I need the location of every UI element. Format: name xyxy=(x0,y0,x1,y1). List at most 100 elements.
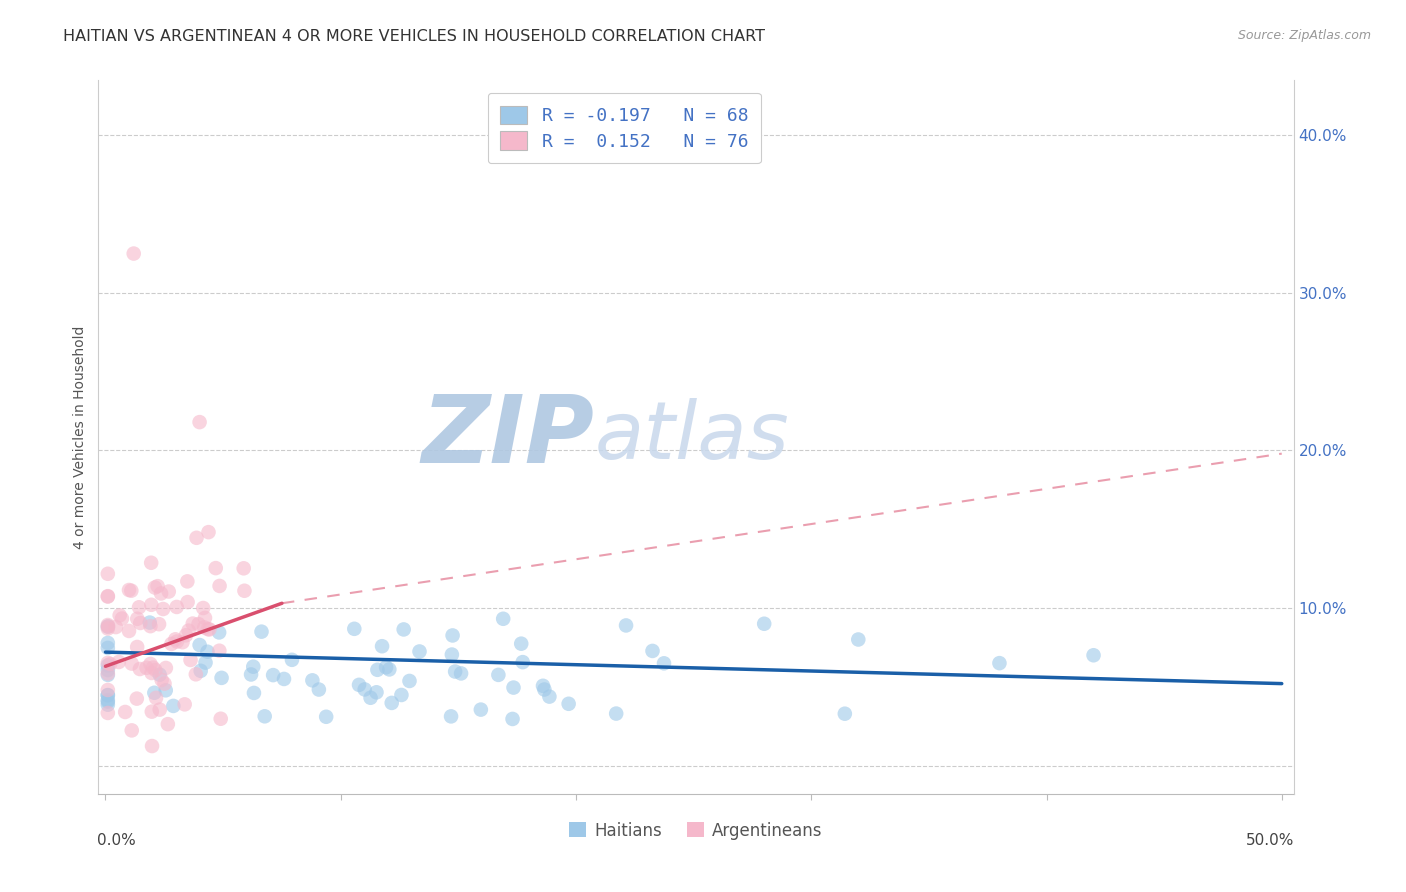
Point xyxy=(129,615,152,630)
Point xyxy=(641,644,664,658)
Point xyxy=(208,644,231,658)
Point xyxy=(97,693,120,707)
Point xyxy=(193,620,215,634)
Point xyxy=(139,657,162,671)
Text: ZIP: ZIP xyxy=(422,391,595,483)
Point xyxy=(150,586,173,600)
Point xyxy=(141,705,163,719)
Point xyxy=(557,697,579,711)
Point xyxy=(141,598,163,612)
Point xyxy=(988,656,1011,670)
Point xyxy=(198,623,221,637)
Point xyxy=(97,656,120,670)
Point xyxy=(155,661,177,675)
Point xyxy=(233,583,256,598)
Point xyxy=(253,709,276,723)
Point xyxy=(157,584,180,599)
Point xyxy=(502,712,524,726)
Point xyxy=(145,663,167,677)
Point xyxy=(97,688,120,702)
Point xyxy=(398,673,420,688)
Point xyxy=(146,579,169,593)
Point xyxy=(190,664,212,678)
Point xyxy=(135,661,157,675)
Point xyxy=(97,636,120,650)
Point xyxy=(194,611,217,625)
Text: HAITIAN VS ARGENTINEAN 4 OR MORE VEHICLES IN HOUSEHOLD CORRELATION CHART: HAITIAN VS ARGENTINEAN 4 OR MORE VEHICLE… xyxy=(63,29,765,44)
Point xyxy=(114,705,136,719)
Text: Source: ZipAtlas.com: Source: ZipAtlas.com xyxy=(1237,29,1371,42)
Point xyxy=(160,637,183,651)
Point xyxy=(128,662,150,676)
Point xyxy=(378,662,401,676)
Point xyxy=(614,618,637,632)
Point xyxy=(97,658,120,673)
Point xyxy=(450,666,472,681)
Point xyxy=(186,531,208,545)
Point xyxy=(243,686,266,700)
Point xyxy=(605,706,627,721)
Point xyxy=(97,566,120,581)
Point xyxy=(176,595,198,609)
Point xyxy=(145,690,167,705)
Point xyxy=(652,657,675,671)
Point xyxy=(108,655,131,669)
Point xyxy=(204,561,226,575)
Point xyxy=(143,686,166,700)
Point xyxy=(492,612,515,626)
Point xyxy=(173,698,195,712)
Point xyxy=(142,660,165,674)
Point xyxy=(118,582,141,597)
Text: 0.0%: 0.0% xyxy=(97,833,136,848)
Point xyxy=(440,709,463,723)
Point xyxy=(531,679,554,693)
Point xyxy=(308,682,330,697)
Point xyxy=(834,706,856,721)
Point xyxy=(211,671,233,685)
Point xyxy=(440,648,463,662)
Point xyxy=(188,638,211,652)
Point xyxy=(510,637,533,651)
Point xyxy=(366,685,388,699)
Point xyxy=(197,645,219,659)
Point xyxy=(273,672,295,686)
Point xyxy=(139,619,162,633)
Point xyxy=(441,628,464,642)
Point xyxy=(104,620,127,634)
Point xyxy=(502,681,524,695)
Point xyxy=(153,676,176,690)
Point xyxy=(347,678,370,692)
Point xyxy=(121,723,143,738)
Point xyxy=(127,640,149,654)
Point xyxy=(538,690,561,704)
Point xyxy=(141,556,163,570)
Point xyxy=(343,622,366,636)
Point xyxy=(97,688,120,702)
Point xyxy=(754,616,776,631)
Point xyxy=(127,612,149,626)
Point xyxy=(262,668,284,682)
Point xyxy=(166,599,188,614)
Point xyxy=(194,656,217,670)
Y-axis label: 4 or more Vehicles in Household: 4 or more Vehicles in Household xyxy=(73,326,87,549)
Point xyxy=(143,581,166,595)
Point xyxy=(166,634,188,648)
Point xyxy=(208,579,231,593)
Text: atlas: atlas xyxy=(595,398,789,476)
Point xyxy=(97,589,120,603)
Point xyxy=(155,683,177,698)
Point xyxy=(152,602,174,616)
Point xyxy=(148,617,170,632)
Point xyxy=(444,665,467,679)
Point xyxy=(187,617,209,632)
Point xyxy=(97,706,120,720)
Point xyxy=(97,668,120,682)
Point xyxy=(122,246,145,260)
Point xyxy=(97,698,120,712)
Point xyxy=(162,698,184,713)
Point xyxy=(97,640,120,655)
Point xyxy=(281,653,304,667)
Point xyxy=(353,682,375,697)
Point xyxy=(360,690,382,705)
Point xyxy=(97,683,120,698)
